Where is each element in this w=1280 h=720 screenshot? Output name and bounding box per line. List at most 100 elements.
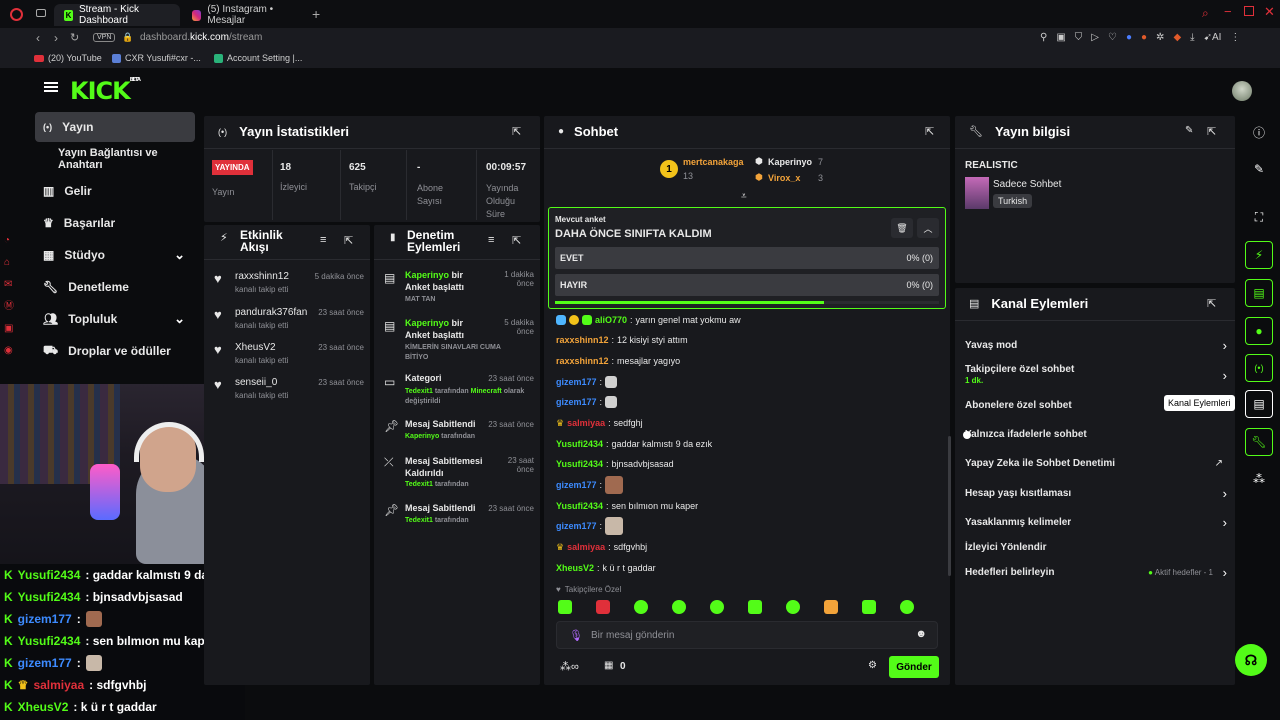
- poll-option[interactable]: EVET 0% (0): [555, 247, 939, 269]
- pin-icon[interactable]: ⚲: [1040, 32, 1048, 43]
- play-icon[interactable]: ▷: [1091, 32, 1099, 43]
- extension-blue-icon[interactable]: ●: [1125, 32, 1132, 43]
- popout-icon[interactable]: ⇱: [925, 126, 935, 138]
- emoji-icon[interactable]: ☻: [915, 628, 927, 640]
- popout-icon[interactable]: ⇱: [344, 235, 354, 247]
- sidebar-item-denetleme[interactable]: 🔧︎ Denetleme: [35, 272, 195, 302]
- opera-sidebar-icons[interactable]: ◔ ⌂ ✉ Ⓜ ▣ ◉: [4, 235, 14, 356]
- emote-button[interactable]: [672, 600, 686, 614]
- action-raid[interactable]: İzleyici Yönlendir: [965, 540, 1227, 558]
- chat-input[interactable]: 🎙︎ Bir mesaj gönderin ☻: [556, 621, 938, 649]
- community-points-icon[interactable]: ⁂∞: [560, 661, 579, 673]
- send-button[interactable]: Gönder: [889, 656, 939, 678]
- action-followers-only[interactable]: Takipçilere özel sohbet 1 dk. ›: [965, 364, 1227, 388]
- chat-user[interactable]: gizem177: [556, 377, 597, 387]
- menu-icon[interactable]: ⋮: [1230, 32, 1241, 43]
- sidebar-item-gelir[interactable]: ▥ Gelir: [35, 176, 195, 206]
- emote-button[interactable]: [596, 600, 610, 614]
- microphone-icon[interactable]: 🎙︎: [569, 630, 583, 642]
- sidebar-item-droplar[interactable]: ⛟ Droplar ve ödüller: [35, 336, 195, 366]
- fullscreen-icon[interactable]: ⛶: [1254, 209, 1264, 224]
- chat-user[interactable]: salmiyaa: [567, 418, 606, 428]
- url-field[interactable]: dashboard.kick.com/stream: [140, 32, 262, 43]
- popout-icon[interactable]: ⇱: [1207, 126, 1217, 138]
- support-headset-button[interactable]: ☊: [1235, 644, 1267, 676]
- emote-button[interactable]: [710, 600, 724, 614]
- chat-user[interactable]: gizem177: [556, 480, 597, 490]
- chat-user[interactable]: Yusufi2434: [556, 501, 604, 511]
- opera-logo-icon[interactable]: [10, 8, 23, 21]
- action-slow-mode[interactable]: Yavaş mod ›: [965, 338, 1227, 356]
- tab-instagram[interactable]: (5) Instagram • Mesajlar: [182, 4, 308, 26]
- minimize-icon[interactable]: −: [1224, 4, 1232, 19]
- chat-user[interactable]: XheusV2: [556, 563, 595, 573]
- document-icon[interactable]: ▤: [1245, 279, 1273, 307]
- delete-poll-button[interactable]: 🗑︎: [891, 218, 913, 238]
- heart-icon[interactable]: ♡: [1107, 32, 1117, 43]
- fox-icon[interactable]: ◆: [1173, 32, 1182, 43]
- wrench-icon[interactable]: 🔧︎: [1245, 428, 1273, 456]
- poll-option[interactable]: HAYIR 0% (0): [555, 274, 939, 296]
- action-emotes-only[interactable]: Yalnızca ifadelerle sohbet: [965, 427, 1227, 445]
- reload-icon[interactable]: ↻: [70, 32, 80, 44]
- chat-user[interactable]: Yusufi2434: [556, 459, 604, 469]
- chat-user[interactable]: aliO770: [595, 315, 628, 325]
- emote-button[interactable]: [558, 600, 572, 614]
- sidebar-item-studyo[interactable]: ▦ Stüdyo ⌄: [35, 240, 195, 270]
- action-goals[interactable]: Hedefleri belirleyin ● Aktif hedefler - 1…: [965, 565, 1227, 583]
- user-avatar[interactable]: [1232, 81, 1252, 101]
- new-tab-plus-icon[interactable]: +: [312, 6, 321, 22]
- info-icon[interactable]: ⓘ: [1252, 125, 1265, 140]
- workspaces-icon[interactable]: [36, 9, 46, 17]
- close-icon[interactable]: ✕: [1264, 4, 1275, 19]
- popout-icon[interactable]: ⇱: [1207, 298, 1217, 310]
- search-icon[interactable]: ⌕: [1202, 6, 1209, 20]
- maximize-icon[interactable]: [1244, 6, 1254, 16]
- sidebar-item-basarilar[interactable]: ♛ Başarılar: [35, 208, 195, 238]
- settings-gear-icon[interactable]: ⚙: [868, 660, 877, 671]
- snapshot-icon[interactable]: ▣: [1056, 32, 1066, 43]
- bookmark-youtube[interactable]: (20) YouTube: [34, 53, 102, 63]
- hamburger-menu-icon[interactable]: [44, 82, 58, 92]
- tab-kick-dashboard[interactable]: K Stream - Kick Dashboard: [54, 4, 180, 26]
- emote-button[interactable]: [824, 600, 838, 614]
- bolt-icon[interactable]: ⚡︎: [1245, 241, 1273, 269]
- emote-button[interactable]: [748, 600, 762, 614]
- channel-actions-icon[interactable]: ▤: [1245, 390, 1273, 418]
- kick-logo[interactable]: KICKBETA: [70, 77, 141, 105]
- action-ai-moderation[interactable]: Yapay Zeka ile Sohbet Denetimi ↗: [965, 456, 1227, 474]
- store-icon[interactable]: ▦: [604, 660, 614, 671]
- popout-icon[interactable]: ⇱: [512, 235, 522, 247]
- chat-user[interactable]: gizem177: [556, 521, 597, 531]
- edit-pencil-icon[interactable]: ✎: [1185, 125, 1194, 136]
- filter-icon[interactable]: ≡: [320, 234, 327, 246]
- shield-icon[interactable]: ⛉: [1074, 32, 1083, 43]
- collapse-poll-button[interactable]: ︿: [917, 218, 939, 238]
- emote-button[interactable]: [786, 600, 800, 614]
- broadcast-icon[interactable]: (•): [1245, 354, 1273, 382]
- emote-button[interactable]: [634, 600, 648, 614]
- community-icon[interactable]: ⁂: [1253, 472, 1265, 486]
- aria-ai-button[interactable]: ➹AI: [1203, 32, 1222, 43]
- chat-user[interactable]: Yusufi2434: [556, 439, 604, 449]
- sidebar-item-yayin[interactable]: (•) Yayın: [35, 112, 195, 142]
- popout-icon[interactable]: ⇱: [512, 126, 522, 138]
- action-account-age[interactable]: Hesap yaşı kısıtlaması ›: [965, 486, 1227, 504]
- puzzle-icon[interactable]: ✲: [1156, 32, 1165, 43]
- chevron-down-icon[interactable]: ⩡: [741, 191, 747, 202]
- action-banned-words[interactable]: Yasaklanmış kelimeler ›: [965, 515, 1227, 533]
- bookmark-account-setting[interactable]: Account Setting |...: [214, 53, 302, 63]
- back-icon[interactable]: ‹: [36, 31, 40, 45]
- filter-icon[interactable]: ≡: [488, 234, 495, 246]
- forward-icon[interactable]: ›: [54, 31, 58, 45]
- edit-pencil-icon[interactable]: ✎: [1253, 162, 1265, 176]
- chat-user[interactable]: gizem177: [556, 397, 597, 407]
- chat-user[interactable]: raxxshinn12: [556, 335, 609, 345]
- sidebar-item-topluluk[interactable]: 👥︎ Topluluk ⌄: [35, 304, 195, 334]
- chat-bubble-icon[interactable]: ●: [1245, 317, 1273, 345]
- emote-button[interactable]: [900, 600, 914, 614]
- emote-button[interactable]: [862, 600, 876, 614]
- bookmark-cxr[interactable]: CXR Yusufi#cxr -...: [112, 53, 201, 63]
- chat-user[interactable]: salmiyaa: [567, 542, 606, 552]
- chat-scrollbar[interactable]: [948, 436, 951, 576]
